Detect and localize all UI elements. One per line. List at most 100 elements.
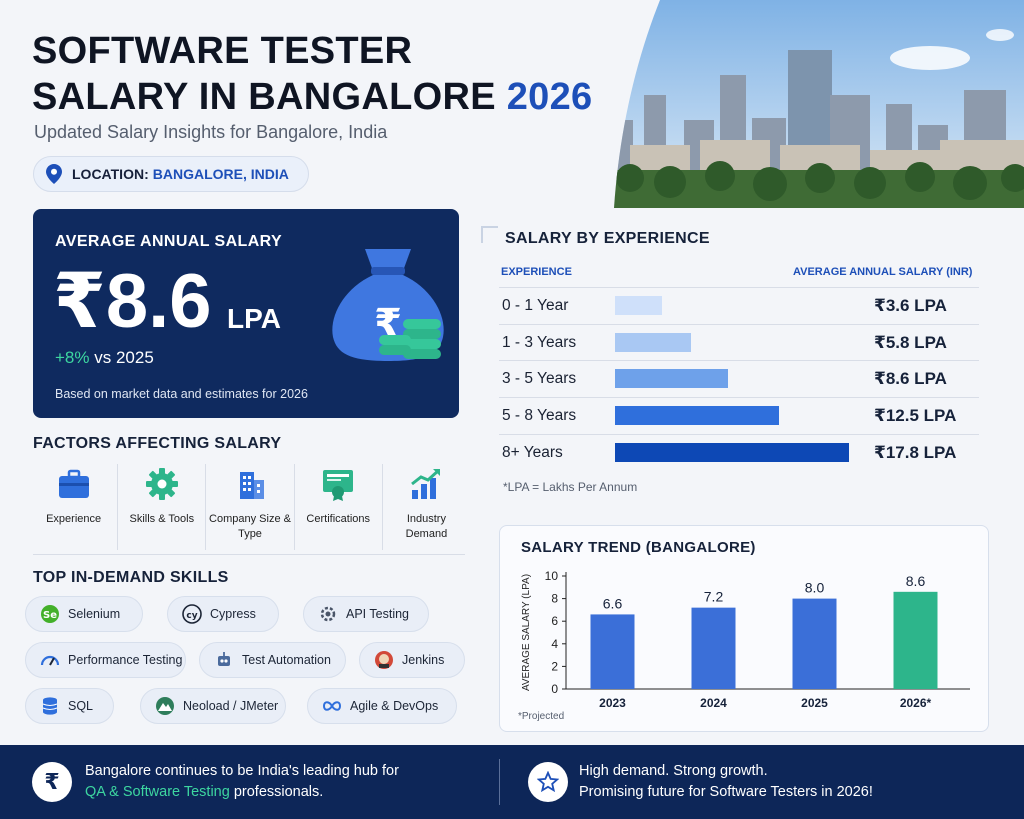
location-badge: LOCATION: BANGALORE, INDIA	[33, 156, 309, 192]
experience-level: 8+ Years	[502, 443, 563, 461]
experience-salary-bar	[615, 406, 780, 426]
star-icon	[528, 762, 568, 802]
certificate-icon	[323, 470, 354, 501]
infinity-icon	[322, 701, 342, 711]
skill-label: Jenkins	[402, 653, 445, 667]
x-tick-label: 2026*	[900, 696, 932, 710]
experience-row: 3 - 5 Years ₹8.6 LPA	[499, 360, 979, 396]
footer-left-line-1: Bangalore continues to be India's leadin…	[85, 763, 399, 779]
experience-salary-bar	[615, 442, 849, 462]
factor-experience: Experience	[30, 464, 119, 550]
trend-data-label: 6.6	[603, 595, 623, 611]
section-divider	[33, 554, 465, 555]
salary-change: +8% vs 2025	[55, 348, 154, 368]
y-axis-label: AVERAGE SALARY (LPA)	[521, 574, 532, 691]
footer-left-highlight: QA & Software Testing	[85, 784, 230, 800]
location-value: BANGALORE, INDIA	[152, 166, 289, 182]
average-salary-label: AVERAGE ANNUAL SALARY	[55, 233, 283, 250]
factor-label: Company Size & Type	[209, 513, 291, 540]
experience-level: 5 - 8 Years	[502, 407, 577, 425]
svg-text:cy: cy	[186, 611, 197, 621]
factors-list: Experience Skills & Tools Company Size &…	[30, 464, 470, 550]
experience-salary-value: ₹3.6 LPA	[874, 296, 947, 315]
skill-label: API Testing	[346, 607, 410, 621]
x-tick-label: 2025	[801, 696, 828, 710]
skill-jenkins: Jenkins	[359, 642, 465, 678]
building-icon	[240, 472, 264, 499]
trend-bar	[792, 598, 837, 689]
experience-row: 0 - 1 Year ₹3.6 LPA	[499, 287, 979, 323]
factor-label: Certifications	[306, 513, 370, 525]
trend-heading: SALARY TREND (BANGALORE)	[521, 539, 756, 556]
experience-salary-value: ₹17.8 LPA	[874, 442, 957, 462]
experience-level: 0 - 1 Year	[502, 297, 569, 314]
location-label: LOCATION:	[72, 166, 149, 182]
rupee-icon: ₹	[32, 762, 72, 802]
footer-divider	[499, 759, 500, 805]
y-tick-label: 2	[551, 659, 558, 673]
skill-neoload-jmeter: Neoload / JMeter	[140, 688, 286, 724]
footer-banner: ₹ Bangalore continues to be India's lead…	[0, 745, 1024, 819]
factor-label: Industry Demand	[405, 513, 448, 540]
skill-selenium: Se Selenium	[25, 596, 143, 632]
experience-level: 3 - 5 Years	[502, 370, 577, 388]
trend-data-label: 8.6	[906, 573, 926, 589]
salary-trend-chart: 0 2 4 6 8 10 AVERAGE SALARY (LPA) 6.6 2023 7.2 202…	[521, 569, 970, 710]
cypress-icon: cy	[182, 604, 202, 624]
footer-right-line-2: Promising future for Software Testers in…	[579, 784, 873, 800]
footer-right-line-1: High demand. Strong growth.	[579, 763, 768, 779]
average-salary-unit: LPA	[227, 303, 281, 334]
footer-left-rest: professionals.	[233, 784, 324, 800]
database-icon	[42, 697, 58, 715]
rupee-glyph: ₹	[44, 769, 60, 795]
factor-company-size: Company Size & Type	[206, 464, 295, 550]
jenkins-icon	[375, 651, 393, 669]
section-corner-mark	[481, 226, 498, 243]
trend-data-label: 7.2	[704, 589, 724, 605]
average-salary-value: ₹8.6	[53, 259, 212, 344]
y-tick-label: 4	[551, 637, 558, 651]
skill-performance-testing: Performance Testing	[25, 642, 186, 678]
page-subtitle: Updated Salary Insights for Bangalore, I…	[34, 122, 388, 142]
briefcase-icon	[58, 469, 89, 498]
skill-label: SQL	[68, 699, 94, 713]
y-tick-label: 6	[551, 614, 558, 628]
experience-row: 5 - 8 Years ₹12.5 LPA	[499, 397, 979, 433]
title-line-2: SALARY IN BANGALORE	[32, 76, 496, 118]
gauge-icon	[40, 655, 60, 666]
skill-label: Selenium	[68, 607, 121, 621]
projected-footnote: *Projected	[518, 711, 565, 722]
api-gear-icon	[320, 606, 336, 622]
y-tick-label: 10	[545, 569, 559, 583]
factor-industry-demand: Industry Demand	[383, 464, 470, 550]
title-year: 2026	[506, 76, 593, 118]
bangalore-skyline-image	[614, 0, 1024, 208]
footer-right-text: High demand. Strong growth. Promising fu…	[579, 761, 873, 803]
skill-api-testing: API Testing	[303, 596, 429, 632]
coin-stack-icon	[379, 319, 441, 359]
location-pin-icon	[46, 164, 62, 184]
column-header-salary: AVERAGE ANNUAL SALARY (INR)	[793, 266, 973, 278]
factor-skills-tools: Skills & Tools	[118, 464, 207, 550]
gear-icon	[145, 468, 178, 500]
salary-by-experience: SALARY BY EXPERIENCE EXPERIENCE AVERAGE …	[481, 226, 991, 498]
skill-label: Performance Testing	[68, 653, 183, 667]
y-tick-label: 0	[551, 682, 558, 696]
experience-row: 1 - 3 Years ₹5.8 LPA	[499, 323, 979, 360]
skill-label: Test Automation	[242, 653, 331, 667]
trend-bar	[691, 607, 736, 689]
skill-sql: SQL	[25, 688, 114, 724]
mountain-icon	[156, 697, 174, 715]
factor-certifications: Certifications	[295, 464, 383, 550]
skill-label: Agile & DevOps	[350, 699, 439, 713]
salary-change-text: vs 2025	[94, 348, 154, 367]
title-line-1: SOFTWARE TESTER	[32, 30, 413, 72]
experience-salary-bar	[615, 369, 729, 389]
y-tick-label: 8	[551, 592, 558, 606]
skill-test-automation: Test Automation	[199, 642, 346, 678]
factors-heading: FACTORS AFFECTING SALARY	[33, 435, 282, 452]
experience-salary-value: ₹5.8 LPA	[874, 332, 947, 352]
experience-salary-bar	[615, 332, 692, 352]
experience-salary-value: ₹8.6 LPA	[874, 369, 947, 389]
factor-label: Skills & Tools	[129, 513, 195, 525]
